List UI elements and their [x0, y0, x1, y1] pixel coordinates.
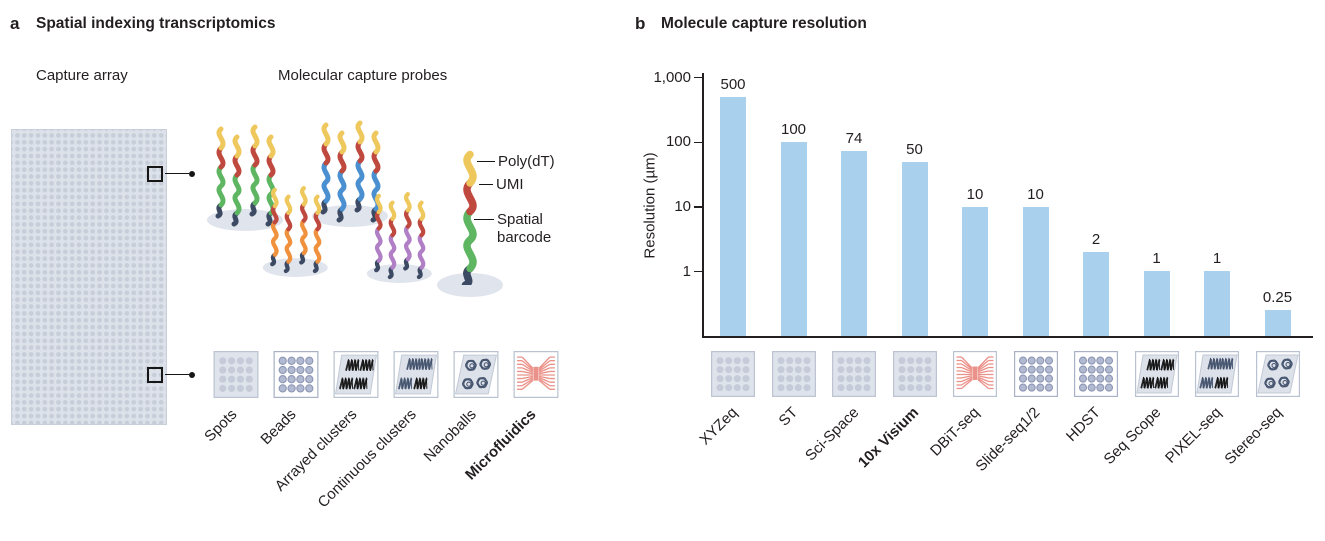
method-label: PIXEL-seq: [1162, 404, 1226, 467]
bar: [1204, 271, 1230, 336]
continuous-clusters-icon: [1195, 351, 1239, 397]
bar-value-label: 1: [1212, 250, 1222, 268]
legend-label-spatial-barcode: Spatial barcode: [497, 211, 552, 246]
y-tick: [694, 76, 702, 79]
bar: [720, 97, 746, 336]
panel-b-title: Molecule capture resolution: [661, 15, 867, 32]
method-label: Stereo-seq: [1221, 404, 1286, 468]
leader-line-polydt: [477, 161, 495, 163]
legend-probe-base-ellipse: [437, 273, 503, 297]
spots-icon: [213, 351, 259, 398]
nanoballs-icon: [453, 351, 499, 398]
leader-line-umi: [479, 184, 493, 186]
probe-cluster-orange: [256, 182, 338, 278]
panel-a-letter: a: [10, 14, 20, 33]
molecular-capture-probes-label: Molecular capture probes: [278, 67, 448, 84]
y-tick-label: 10: [674, 197, 691, 215]
bar: [1022, 206, 1049, 336]
array-type-label: Nanoballs: [420, 406, 481, 466]
bar-value-label: 500: [720, 76, 746, 94]
method-label: Seq Scope: [1100, 404, 1165, 468]
arrayed-clusters-icon: [333, 351, 379, 398]
y-tick: [694, 270, 702, 273]
x-axis-line: [702, 336, 1313, 338]
bar: [841, 150, 867, 336]
panel-a-title: Spatial indexing transcriptomics: [36, 15, 276, 32]
legend-label-polydt: Poly(dT): [498, 153, 555, 170]
bar-value-label: 10: [966, 185, 984, 203]
beads-icon: [1074, 351, 1118, 397]
bar: [901, 161, 928, 336]
y-tick-label: 100: [665, 133, 691, 151]
legend-label-umi: UMI: [496, 176, 524, 193]
method-label: XYZeq: [696, 404, 742, 449]
bar-chart: 1,000 100 10 1 500 XYZeq 100 ST 74 Sci-Space 50 10x…: [653, 69, 1322, 530]
microfluidics-icon: [953, 351, 997, 397]
beads-icon: [273, 351, 319, 398]
bar: [780, 142, 807, 336]
panel-b-letter: b: [635, 14, 646, 33]
bar-value-label: 0.25: [1262, 289, 1293, 307]
method-label: DBiT-seq: [927, 404, 984, 460]
bar-value-label: 74: [845, 129, 863, 147]
callout-line-top: [165, 172, 189, 175]
beads-icon: [1014, 351, 1058, 397]
bar: [1264, 310, 1291, 336]
y-tick-label: 1: [682, 262, 691, 280]
leader-line-spatial-barcode: [474, 219, 494, 221]
spots-icon: [893, 351, 937, 397]
y-tick: [694, 141, 702, 144]
arrayed-clusters-icon: [1135, 351, 1179, 397]
bar-value-label: 2: [1091, 230, 1101, 248]
zoom-callout-square-bottom: [147, 367, 163, 383]
y-tick: [694, 206, 702, 208]
capture-array-label: Capture array: [36, 67, 128, 84]
spots-icon: [711, 351, 755, 397]
y-tick-label: 1,000: [653, 68, 691, 86]
nanoballs-icon: [1256, 351, 1300, 397]
continuous-clusters-icon: [393, 351, 439, 398]
bar-value-label: 50: [906, 140, 923, 158]
method-label: HDST: [1063, 404, 1105, 445]
method-label: Slide-seq1/2: [972, 404, 1044, 475]
bar-value-label: 100: [780, 121, 807, 139]
bar-value-label: 10: [1027, 185, 1044, 203]
capture-array: [11, 129, 167, 425]
legend-probe-illustration: [452, 147, 488, 285]
method-label: Sci-Space: [801, 404, 863, 465]
method-label: ST: [775, 404, 802, 430]
callout-dot-top: [189, 170, 195, 177]
callout-dot-bottom: [189, 371, 195, 378]
array-type-label: Beads: [257, 406, 301, 449]
probe-cluster-purple: [360, 188, 442, 284]
array-type-label: Spots: [200, 406, 241, 446]
bar-value-label: 1: [1152, 250, 1161, 268]
zoom-callout-square-top: [147, 166, 163, 182]
callout-line-bottom: [165, 373, 189, 376]
spots-icon: [772, 351, 816, 397]
y-axis-line: [702, 73, 704, 337]
bar: [962, 206, 988, 336]
microfluidics-icon: [513, 351, 559, 398]
method-label: 10x Visium: [855, 404, 923, 472]
bar: [1143, 271, 1170, 336]
bar: [1083, 251, 1109, 336]
spots-icon: [832, 351, 876, 397]
